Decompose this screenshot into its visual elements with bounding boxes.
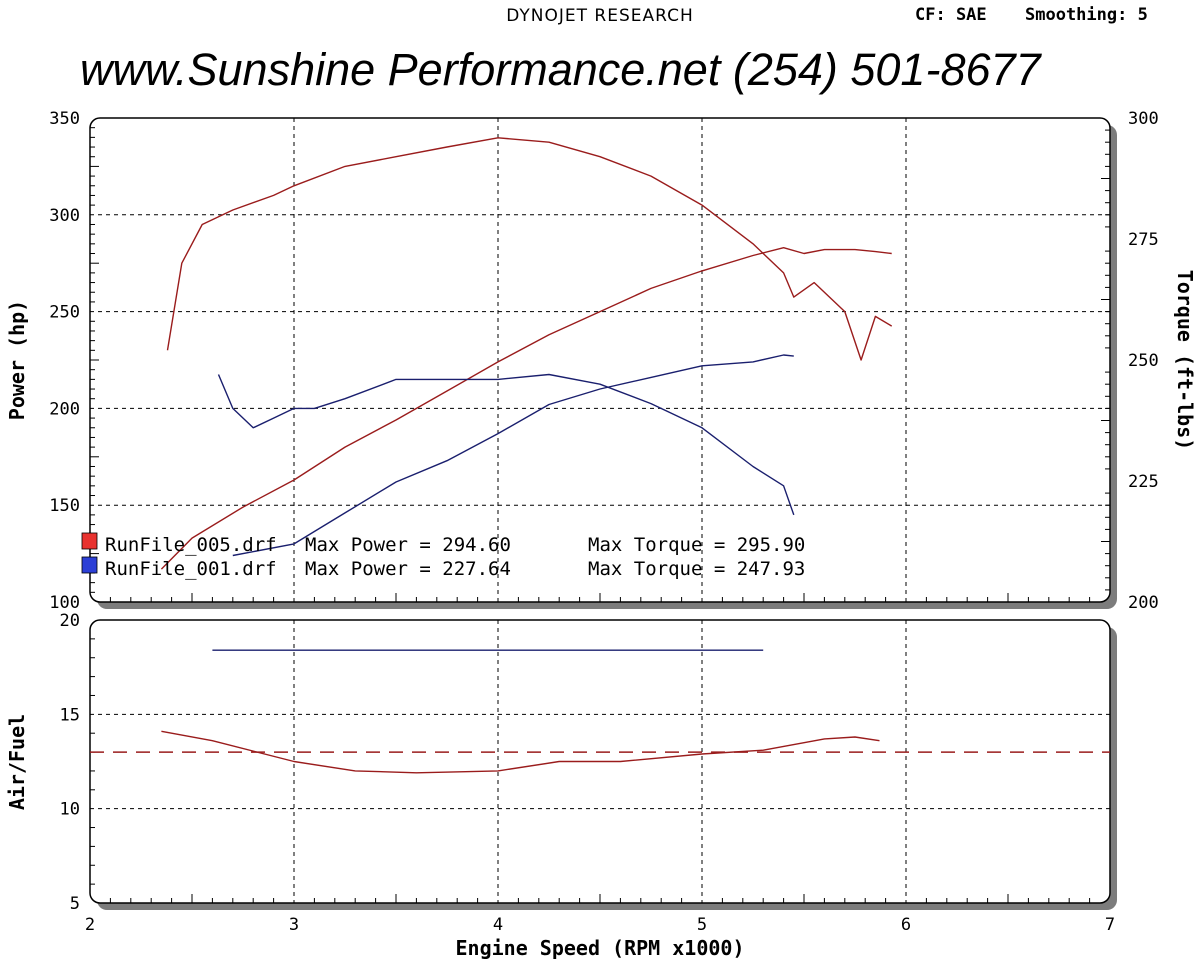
smoothing-level: Smoothing: 5 (1025, 5, 1148, 25)
torque-tick-250: 250 (1128, 351, 1159, 371)
torque-tick-300: 300 (1128, 109, 1159, 129)
airfuel-tick-20: 20 (60, 611, 80, 631)
legend-file-run005: RunFile_005.drf (105, 534, 277, 556)
torque-tick-275: 275 (1128, 230, 1159, 250)
y-axis-title-airfuel: Air/Fuel (5, 714, 29, 810)
data-lines (90, 137, 1110, 774)
bottom-gridlines (90, 620, 1110, 903)
airfuel-tick-15: 15 (60, 705, 80, 725)
rpm-tick-7: 7 (1105, 915, 1115, 935)
shop-banner: www.Sunshine Performance.net (254) 501-8… (80, 44, 1041, 95)
x-axis-title: Engine Speed (RPM x1000) (456, 936, 745, 960)
top-panel (89, 117, 1111, 603)
torque-tick-225: 225 (1128, 472, 1159, 492)
power-tick-250: 250 (49, 303, 80, 323)
rpm-tick-5: 5 (697, 915, 707, 935)
power-tick-200: 200 (49, 399, 80, 419)
tick-labels: 1001502002503003502002252502753005101520… (49, 109, 1158, 935)
top-gridlines (90, 118, 1110, 602)
airfuel-tick-5: 5 (70, 894, 80, 914)
legend-file-run001: RunFile_001.drf (105, 558, 277, 580)
correction-factor: CF: SAE (915, 5, 987, 25)
runfile_001-power-line (232, 354, 794, 557)
report-title: DYNOJET RESEARCH (506, 6, 694, 26)
rpm-tick-3: 3 (289, 915, 299, 935)
runfile_005-airfuel-line (161, 730, 880, 774)
rpm-tick-4: 4 (493, 915, 503, 935)
torque-tick-200: 200 (1128, 593, 1159, 613)
legend-max-power-run005: Max Power = 294.60 (305, 534, 511, 556)
power-tick-150: 150 (49, 496, 80, 516)
airfuel-tick-10: 10 (60, 800, 80, 820)
rpm-tick-2: 2 (85, 915, 95, 935)
power-tick-350: 350 (49, 109, 80, 129)
runfile_005-power-line (160, 246, 892, 570)
y-axis-title-power: Power (hp) (5, 300, 29, 420)
y-axis-title-torque: Torque (ft-lbs) (1173, 270, 1197, 451)
power-tick-100: 100 (49, 593, 80, 613)
rpm-tick-6: 6 (901, 915, 911, 935)
legend-max-torque-run001: Max Torque = 247.93 (588, 558, 805, 580)
legend-max-torque-run005: Max Torque = 295.90 (588, 534, 805, 556)
legend-swatch-run001 (81, 556, 98, 574)
runfile_005-torque-line (166, 137, 893, 361)
legend-swatch-run005 (81, 532, 98, 550)
runfile_001-torque-line (217, 373, 795, 516)
legend-max-power-run001: Max Power = 227.64 (305, 558, 511, 580)
power-tick-300: 300 (49, 206, 80, 226)
